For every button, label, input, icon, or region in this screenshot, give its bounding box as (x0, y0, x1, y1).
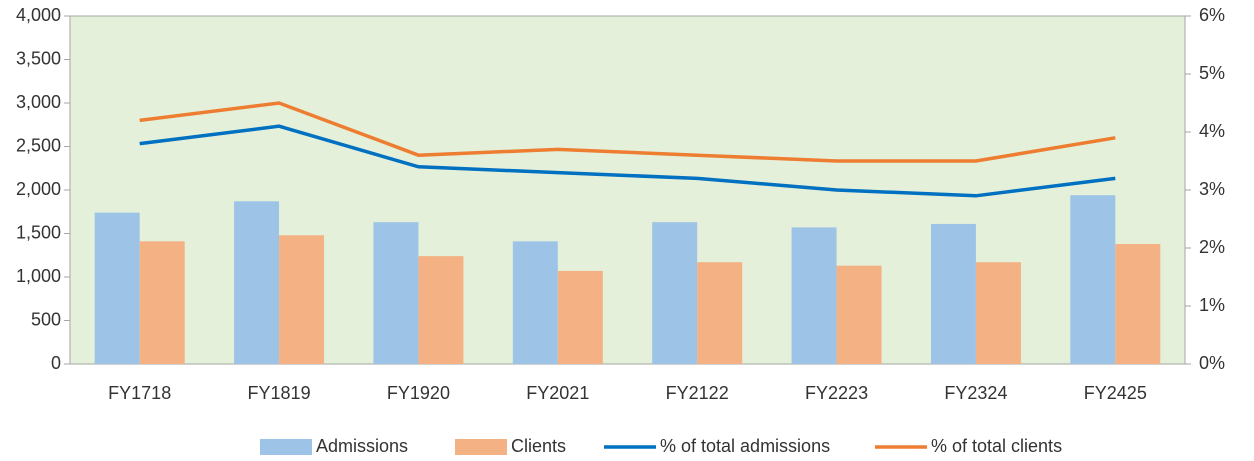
y-tick-label: 1,500 (16, 222, 61, 242)
legend-swatch (260, 439, 312, 455)
bar (1115, 243, 1161, 364)
bar (512, 241, 558, 364)
y2-tick-label: 6% (1199, 5, 1225, 25)
y-tick-label: 3,000 (16, 92, 61, 112)
y2-tick-label: 0% (1199, 353, 1225, 373)
bar (930, 223, 976, 364)
y2-tick-label: 5% (1199, 63, 1225, 83)
bar (279, 235, 325, 364)
bar (1070, 195, 1116, 364)
y-tick-label: 1,000 (16, 266, 61, 286)
bar (234, 201, 280, 364)
bar (418, 256, 464, 364)
y-tick-label: 2,500 (16, 135, 61, 155)
x-tick-label: FY1718 (108, 383, 171, 403)
legend-label: Admissions (316, 436, 408, 456)
bar (94, 212, 140, 364)
y2-tick-label: 3% (1199, 179, 1225, 199)
bar (791, 227, 837, 364)
x-tick-label: FY2425 (1084, 383, 1147, 403)
x-tick-label: FY2122 (666, 383, 729, 403)
x-tick-label: FY2021 (526, 383, 589, 403)
y2-tick-label: 2% (1199, 237, 1225, 257)
legend-label: % of total admissions (660, 436, 830, 456)
bar (373, 222, 419, 364)
bar (557, 270, 603, 364)
x-tick-label: FY2223 (805, 383, 868, 403)
legend-label: % of total clients (931, 436, 1062, 456)
x-tick-label: FY2324 (944, 383, 1007, 403)
bar (836, 265, 882, 364)
line (139, 124, 1116, 198)
bar (139, 241, 185, 364)
y-tick-label: 2,000 (16, 179, 61, 199)
y2-tick-label: 4% (1199, 121, 1225, 141)
line (139, 101, 1116, 163)
legend-label: Clients (511, 436, 566, 456)
y-tick-label: 3,500 (16, 48, 61, 68)
y-tick-label: 0 (51, 353, 61, 373)
x-tick-label: FY1920 (387, 383, 450, 403)
bar (652, 222, 698, 364)
y-tick-label: 500 (31, 309, 61, 329)
bar (975, 262, 1021, 364)
x-tick-label: FY1819 (248, 383, 311, 403)
bar (697, 262, 743, 364)
legend-swatch (455, 439, 507, 455)
y2-tick-label: 1% (1199, 295, 1225, 315)
y-tick-label: 4,000 (16, 5, 61, 25)
